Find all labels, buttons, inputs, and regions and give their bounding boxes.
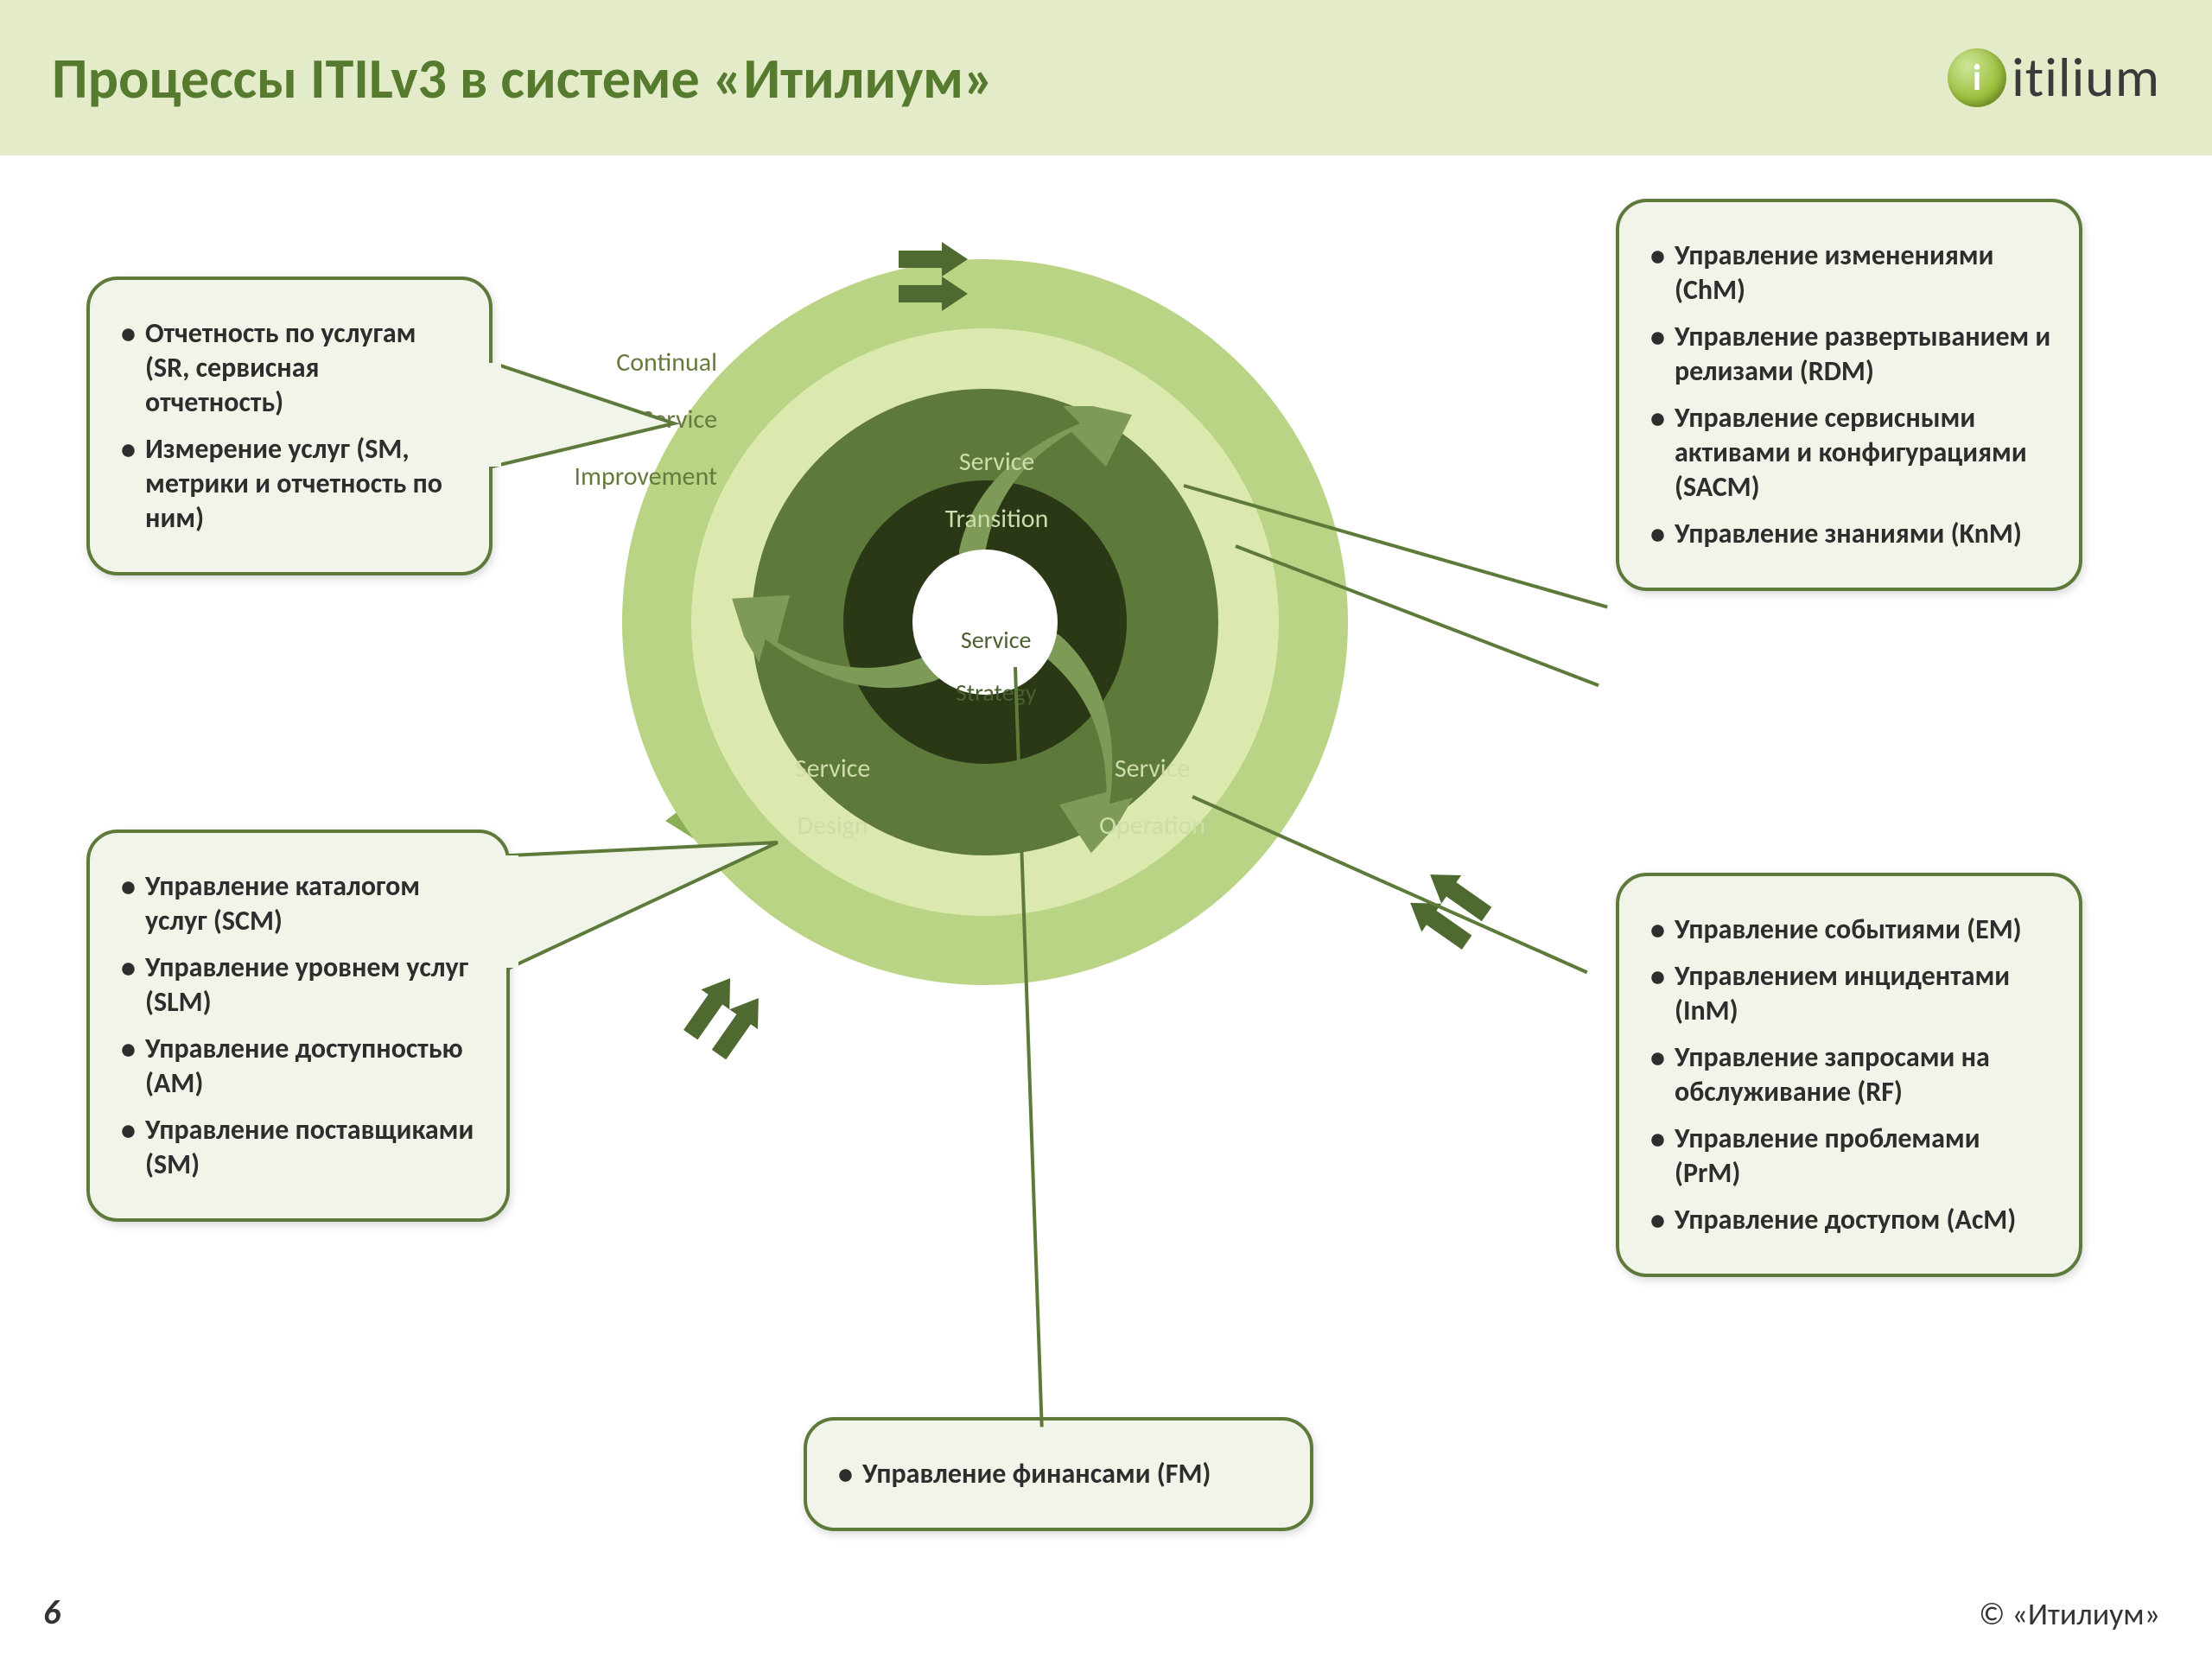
logo: i itilium <box>1948 44 2160 111</box>
text: Service <box>961 625 1032 655</box>
list-item: Управление событиями (EM) <box>1650 912 2051 947</box>
page-number: 6 <box>43 1591 60 1633</box>
text: Operation <box>1099 810 1205 842</box>
list-item: Управление знаниями (KnM) <box>1650 517 2051 551</box>
text: Service <box>959 446 1035 478</box>
logo-text: itilium <box>2012 44 2160 111</box>
list-item: Измерение услуг (SM, метрики и отчетност… <box>121 432 461 536</box>
callout-operation: Управление событиями (EM) Управлением ин… <box>1616 873 2082 1277</box>
list-item: Отчетность по услугам (SR, сервисная отч… <box>121 316 461 420</box>
callout-list: Управление каталогом услуг (SCM) Управле… <box>121 869 479 1182</box>
callout-pointer <box>484 363 743 518</box>
text: Design <box>798 810 868 842</box>
list-item: Управление проблемами (PrM) <box>1650 1122 2051 1191</box>
text: Transition <box>945 503 1049 535</box>
callout-csi: Отчетность по услугам (SR, сервисная отч… <box>86 276 493 575</box>
label-operation: Service Operation <box>1076 726 1205 868</box>
header-bar: Процессы ITILv3 в системе «Итилиум» i it… <box>0 0 2212 156</box>
page-title: Процессы ITILv3 в системе «Итилиум» <box>52 43 995 113</box>
list-item: Управление уровнем услуг (SLM) <box>121 950 479 1020</box>
text: Strategy <box>956 677 1036 708</box>
callout-transition: Управление изменениями (ChM) Управление … <box>1616 199 2082 591</box>
label-transition: Service Transition <box>922 419 1049 562</box>
copyright: © «Итилиум» <box>1979 1595 2160 1633</box>
callout-list: Управление изменениями (ChM) Управление … <box>1650 238 2051 551</box>
logo-icon: i <box>1948 48 2006 107</box>
callout-design: Управление каталогом услуг (SCM) Управле… <box>86 830 510 1222</box>
input-arrows-right-icon <box>1372 841 1497 957</box>
list-item: Управление поставщиками (SM) <box>121 1113 479 1182</box>
callout-pointer <box>501 838 804 1011</box>
callout-list: Управление событиями (EM) Управлением ин… <box>1650 912 2051 1237</box>
text: Service <box>1115 753 1191 785</box>
list-item: Управление изменениями (ChM) <box>1650 238 2051 308</box>
list-item: Управление каталогом услуг (SCM) <box>121 869 479 938</box>
list-item: Управление доступом (AcM) <box>1650 1203 2051 1237</box>
input-arrows-top-icon <box>899 242 1002 311</box>
list-item: Управление доступностью (AM) <box>121 1032 479 1101</box>
list-item: Управление сервисными активами и конфигу… <box>1650 401 2051 505</box>
list-item: Управление запросами на обслуживание (RF… <box>1650 1040 2051 1109</box>
callout-list: Управление финансами (FM) <box>838 1457 1282 1491</box>
list-item: Управлением инцидентами (InM) <box>1650 959 2051 1028</box>
label-strategy: Service Strategy <box>934 601 1037 734</box>
callout-strategy: Управление финансами (FM) <box>804 1417 1313 1531</box>
callout-list: Отчетность по услугам (SR, сервисная отч… <box>121 316 461 536</box>
list-item: Управление развертыванием и релизами (RD… <box>1650 320 2051 389</box>
text: Service <box>795 753 871 785</box>
list-item: Управление финансами (FM) <box>838 1457 1282 1491</box>
